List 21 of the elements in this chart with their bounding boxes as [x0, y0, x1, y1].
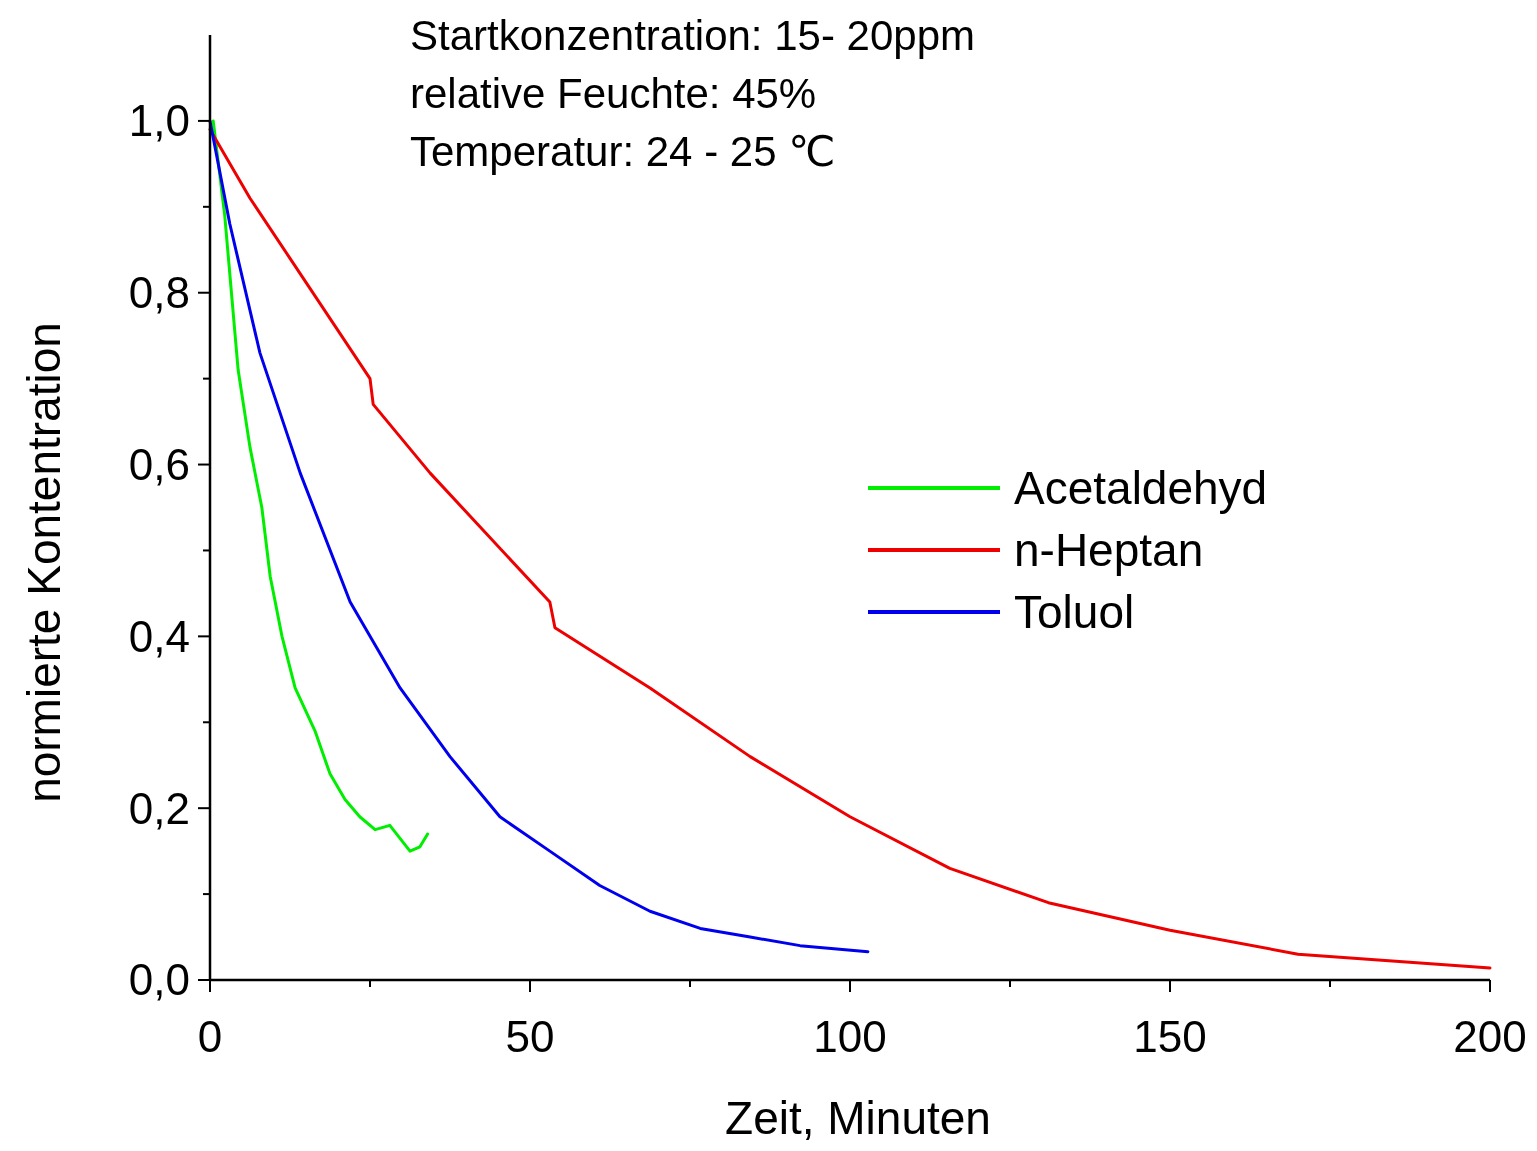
y-tick-label: 0,8 — [128, 268, 190, 318]
x-tick-label: 200 — [1453, 1012, 1527, 1061]
annotation: Startkonzentration: 15- 20ppm — [410, 12, 975, 59]
legend-label: n-Heptan — [1014, 524, 1204, 577]
x-tick-label: 0 — [197, 1012, 223, 1061]
y-axis-title: normierte Kontentration — [18, 322, 70, 803]
x-tick-label: 50 — [505, 1012, 555, 1061]
legend-label: Toluol — [1014, 586, 1135, 639]
x-tick-label: 150 — [1133, 1012, 1207, 1061]
x-axis-title: Zeit, Minuten — [725, 1092, 991, 1144]
legend-label: Acetaldehyd — [1014, 462, 1268, 515]
x-tick-label: 100 — [813, 1012, 887, 1061]
y-tick-label: 0,2 — [128, 783, 190, 833]
y-tick-label: 0,0 — [128, 955, 190, 1005]
annotation: relative Feuchte: 45% — [410, 70, 817, 117]
line-series — [208, 128, 1492, 970]
annotation: Temperatur: 24 - 25 ℃ — [410, 128, 836, 175]
y-tick-label: 0,6 — [128, 439, 190, 489]
y-tick-label: 1,0 — [128, 96, 190, 146]
line-series — [208, 119, 870, 954]
y-tick-label: 0,4 — [128, 611, 190, 661]
